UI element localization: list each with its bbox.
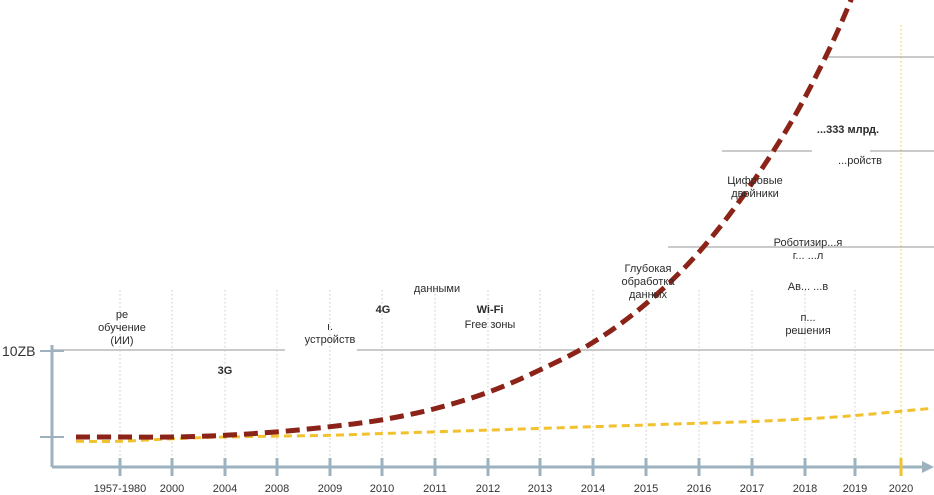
x-tick-label: 2019 bbox=[843, 483, 867, 495]
annotation-text: Wi-Fi bbox=[477, 304, 504, 316]
x-tick-label: 2018 bbox=[793, 483, 817, 495]
x-tick-label: 2015 bbox=[634, 483, 658, 495]
annotation-text: (ИИ) bbox=[110, 335, 133, 347]
annotation-text: ı. bbox=[327, 321, 333, 333]
x-tick-label: 2016 bbox=[687, 483, 711, 495]
x-tick-label: 2000 bbox=[160, 483, 184, 495]
annotation-text: решения bbox=[785, 325, 830, 337]
annotation-text: ...ройств bbox=[838, 155, 882, 167]
annotation-text: 3G bbox=[218, 365, 233, 377]
x-tick-label: 2012 bbox=[476, 483, 500, 495]
annotation-text: двойники bbox=[731, 188, 779, 200]
annotation-text: п... bbox=[800, 312, 815, 324]
annotation-text: 4G bbox=[376, 304, 391, 316]
x-axis-arrow bbox=[922, 461, 934, 473]
x-tick-label: 2004 bbox=[213, 483, 237, 495]
axes: 10ZB bbox=[2, 343, 934, 473]
annotation-text: Free зоны bbox=[465, 319, 516, 331]
annotation-text: г... ...л bbox=[793, 250, 823, 262]
x-tick-label: 2014 bbox=[581, 483, 605, 495]
x-tick-label: 2009 bbox=[318, 483, 342, 495]
x-tick-label: 1957-1980 bbox=[94, 483, 147, 495]
annotation-text: Роботизир...я bbox=[774, 237, 843, 249]
annotation-text: ре bbox=[116, 309, 128, 321]
x-tick-label: 2010 bbox=[370, 483, 394, 495]
y-tick-label: 10ZB bbox=[2, 343, 35, 359]
annotation-text: данных bbox=[629, 289, 668, 301]
annotation-text: устройств bbox=[305, 334, 356, 346]
annotation-text: обработка bbox=[621, 276, 675, 288]
series-line-yellow bbox=[75, 407, 930, 443]
x-tick-label: 2011 bbox=[423, 483, 447, 495]
annotation-text: обучение bbox=[98, 322, 146, 334]
series-line-red bbox=[76, 0, 854, 440]
series-layer bbox=[75, 0, 930, 443]
annotation-text: ...333 млрд. bbox=[817, 124, 879, 136]
x-tick-label: 2020 bbox=[889, 483, 913, 495]
x-tick-label: 2017 bbox=[740, 483, 764, 495]
reference-lines bbox=[52, 56, 934, 351]
annotation-text: Цифровые bbox=[727, 175, 782, 187]
x-tick-label: 2013 bbox=[528, 483, 552, 495]
annotation-text: Глубокая bbox=[625, 263, 672, 275]
x-ticks: 1957-1980 2000 2004 2008 2009 2010 2011 2012 201… bbox=[94, 458, 913, 495]
x-tick-label: 2008 bbox=[265, 483, 289, 495]
annotation-text: Ав... ...в bbox=[788, 281, 829, 293]
vertical-gridlines bbox=[119, 25, 902, 462]
annotation-text: данными bbox=[414, 283, 460, 295]
